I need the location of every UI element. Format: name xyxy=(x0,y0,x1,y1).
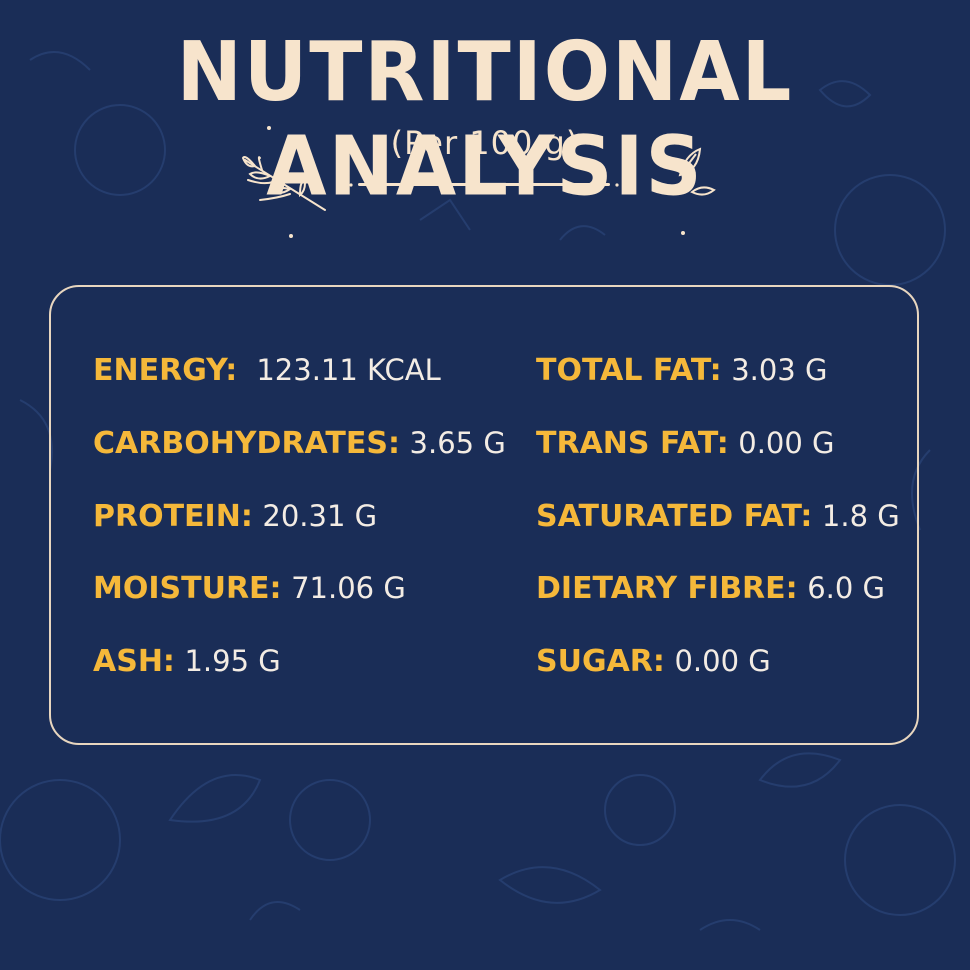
leaf-pair-icon xyxy=(678,147,716,196)
nutrient-row-saturated-fat: SATURATED FAT: 1.8 G xyxy=(536,498,900,535)
nutrient-value: 3.65 G xyxy=(409,426,506,460)
nutrient-label: SUGAR: xyxy=(536,644,665,679)
title-ornament xyxy=(241,126,716,238)
nutrient-value: 20.31 G xyxy=(262,499,378,533)
nutrient-label: TOTAL FAT: xyxy=(536,353,722,388)
nutrient-label: CARBOHYDRATES: xyxy=(93,426,400,461)
nutrient-value: 123.11 KCAL xyxy=(256,353,441,387)
nutrient-value: 1.8 G xyxy=(821,499,900,533)
nutrient-label: DIETARY FIBRE: xyxy=(536,571,798,606)
nutrient-row-moisture: MOISTURE: 71.06 G xyxy=(93,570,406,607)
nutrient-row-carbohydrates: CARBOHYDRATES: 3.65 G xyxy=(93,425,506,462)
nutrient-row-sugar: SUGAR: 0.00 G xyxy=(536,643,771,680)
nutrient-value: 0.00 G xyxy=(674,644,771,678)
divider-line xyxy=(267,126,685,238)
leaf-sprig-icon xyxy=(241,156,326,211)
nutrient-value: 6.0 G xyxy=(807,571,886,605)
nutrient-row-dietary-fibre: DIETARY FIBRE: 6.0 G xyxy=(536,570,885,607)
nutrient-label: MOISTURE: xyxy=(93,571,282,606)
nutrient-value: 3.03 G xyxy=(731,353,828,387)
nutrition-panel xyxy=(49,285,919,745)
nutrient-label: PROTEIN: xyxy=(93,499,253,534)
nutrient-value: 71.06 G xyxy=(291,571,406,605)
nutrient-value: 0.00 G xyxy=(738,426,835,460)
nutrient-row-protein: PROTEIN: 20.31 G xyxy=(93,498,377,535)
nutrient-row-ash: ASH: 1.95 G xyxy=(93,643,281,680)
page-title: NUTRITIONAL ANALYSIS xyxy=(176,25,794,215)
nutrient-value: 1.95 G xyxy=(184,644,281,678)
page-subtitle: (Per 100 g) xyxy=(390,124,580,162)
nutrient-row-trans-fat: TRANS FAT: 0.00 G xyxy=(536,425,835,462)
nutrient-label: ENERGY: xyxy=(93,353,238,388)
nutrient-row-energy: ENERGY: 123.11 KCAL xyxy=(93,352,441,389)
nutrient-label: SATURATED FAT: xyxy=(536,499,813,534)
nutrient-row-total-fat: TOTAL FAT: 3.03 G xyxy=(536,352,827,389)
nutrient-label: TRANS FAT: xyxy=(536,426,729,461)
nutrient-label: ASH: xyxy=(93,644,175,679)
